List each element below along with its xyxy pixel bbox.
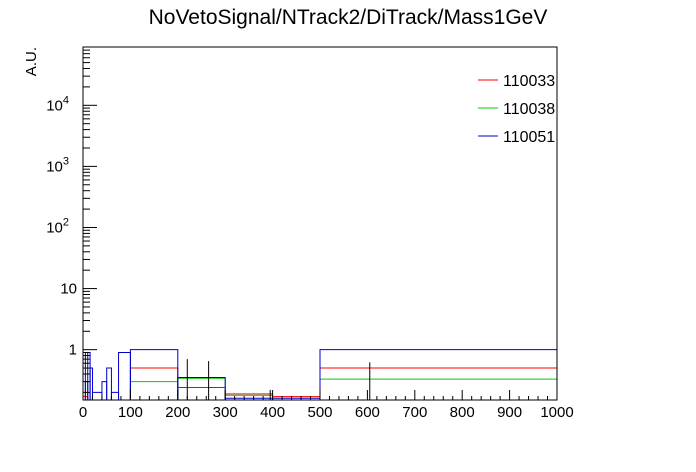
series-2-bin-4 — [91, 391, 103, 400]
series-0-bin-5 — [319, 367, 558, 400]
y-tick-label-4: 104 — [46, 94, 69, 114]
series-2-bin-9 — [129, 349, 179, 400]
chart-title: NoVetoSignal/NTrack2/DiTrack/Mass1GeV — [149, 6, 548, 29]
series-2-bin-6 — [106, 367, 112, 400]
x-tick-label-0: 0 — [79, 404, 87, 421]
error-bar-layer — [186, 359, 371, 400]
x-tick-label-3: 300 — [213, 404, 238, 421]
axis-layer: 0 100 200 300 400 500 600 700 800 900 1000 1 10 102 10… — [46, 46, 574, 421]
series-0-bin-3 — [224, 394, 274, 400]
x-tick-label-1: 100 — [118, 404, 143, 421]
legend: 110033 110038 110051 — [478, 73, 555, 146]
x-tick-label-10: 1000 — [540, 404, 573, 421]
series-2-bin-10 — [177, 377, 226, 400]
series-2-bin-8 — [118, 351, 131, 400]
y-tick-label-3: 103 — [46, 155, 69, 175]
x-tick-label-6: 600 — [355, 404, 380, 421]
series-2-bin-5 — [101, 381, 108, 400]
x-tick-label-5: 500 — [307, 404, 332, 421]
series-0-bin-1 — [129, 367, 179, 400]
y-tick-label-0: 1 — [69, 342, 77, 359]
series-1-bin-1 — [177, 377, 226, 400]
plot-frame — [82, 46, 558, 401]
x-tick-label-9: 900 — [497, 404, 522, 421]
y-tick-label-1: 10 — [60, 281, 77, 298]
series-2-bin-12 — [319, 349, 558, 400]
series-0-bin-2 — [177, 387, 226, 400]
y-tick-label-2: 102 — [46, 216, 69, 236]
series-2-bin-7 — [110, 391, 120, 400]
x-tick-label-4: 400 — [260, 404, 285, 421]
legend-label-0: 110033 — [503, 73, 555, 90]
legend-label-1: 110038 — [503, 101, 555, 118]
series-1-bin-0 — [129, 381, 179, 400]
x-tick-label-8: 800 — [450, 404, 475, 421]
y-axis-label: A.U. — [23, 47, 40, 76]
x-tick-label-2: 200 — [165, 404, 190, 421]
series-2-bin-3 — [89, 367, 93, 400]
x-tick-label-7: 700 — [402, 404, 427, 421]
legend-label-2: 110051 — [503, 129, 555, 146]
series-1-bin-3 — [319, 378, 558, 400]
